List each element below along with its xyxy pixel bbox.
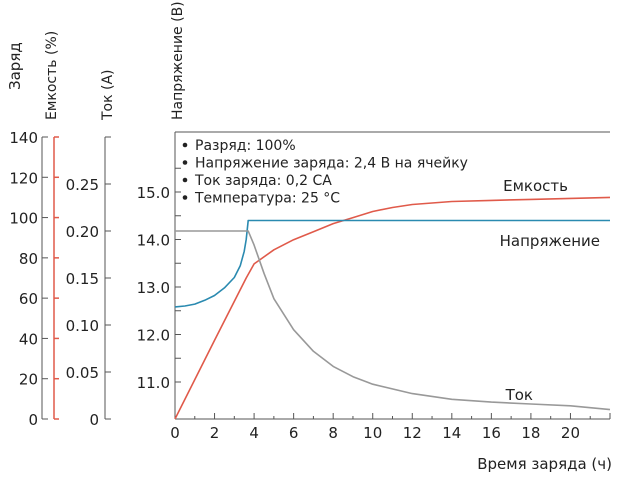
x-tick-label: 10 xyxy=(363,424,382,442)
charge-tick-label: 60 xyxy=(19,290,38,308)
series-line-Емкость xyxy=(174,196,611,420)
x-tick-label: 4 xyxy=(249,424,259,442)
x-tick-label: 6 xyxy=(289,424,299,442)
x-tick-label: 18 xyxy=(521,424,540,442)
axes-layer xyxy=(41,131,611,420)
charge-tick-label: 100 xyxy=(9,210,38,228)
voltage-tick-label: 15.0 xyxy=(137,184,170,202)
current-tick-label: 0.15 xyxy=(66,270,99,288)
note-bullet xyxy=(182,195,188,200)
voltage-tick-label: 12.0 xyxy=(137,327,170,345)
series-label: Напряжение xyxy=(500,232,600,250)
charge-tick-label: 20 xyxy=(19,371,38,389)
note-bullet xyxy=(182,177,188,183)
note-text: Температура: 25 °С xyxy=(194,191,340,207)
charge-axis-title: Заряд xyxy=(6,42,24,90)
current-axis-title: Ток (А) xyxy=(100,69,116,121)
capacity-axis-title: Емкость (%) xyxy=(44,31,60,120)
series-label: Емкость xyxy=(503,177,568,195)
voltage-tick-label: 14.0 xyxy=(137,232,170,250)
x-tick-label: 0 xyxy=(170,424,180,442)
current-tick-label: 0.25 xyxy=(66,176,99,194)
charge-tick-label: 140 xyxy=(9,129,38,147)
note-text: Ток заряда: 0,2 СА xyxy=(194,173,332,189)
series-line-Ток xyxy=(175,230,611,411)
x-tick-label: 8 xyxy=(328,424,338,442)
charge-tick-label: 40 xyxy=(19,330,38,348)
x-tick-label: 12 xyxy=(403,424,422,442)
charge-tick-label: 0 xyxy=(28,411,38,429)
voltage-tick-label: 11.0 xyxy=(137,374,170,392)
x-tick-label: 20 xyxy=(561,424,580,442)
current-tick-label: 0.20 xyxy=(66,223,99,241)
note-bullet xyxy=(182,142,188,148)
note-text: Напряжение заряда: 2,4 В на ячейку xyxy=(195,156,468,172)
charge-tick-label: 80 xyxy=(19,250,38,268)
note-bullet xyxy=(182,160,188,165)
series-label: Ток xyxy=(505,386,533,404)
series-layer xyxy=(174,196,611,420)
x-tick-label: 14 xyxy=(442,424,461,442)
current-tick-label: 0.10 xyxy=(66,317,99,335)
charge-tick-label: 120 xyxy=(9,169,38,187)
current-tick-label: 0 xyxy=(89,411,99,429)
x-axis-title: Время заряда (ч) xyxy=(477,455,612,473)
series-line-Напряжение xyxy=(174,219,610,308)
current-tick-label: 0.05 xyxy=(66,364,99,382)
x-tick-label: 16 xyxy=(482,424,501,442)
voltage-axis-title: Напряжение (В) xyxy=(170,1,186,120)
note-text: Разряд: 100% xyxy=(195,138,296,154)
x-tick-label: 2 xyxy=(210,424,220,442)
voltage-tick-label: 13.0 xyxy=(137,279,170,297)
